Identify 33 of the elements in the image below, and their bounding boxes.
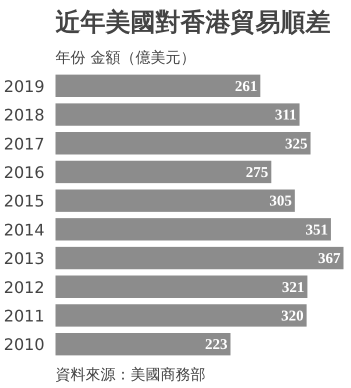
data-label: 367 <box>318 251 341 268</box>
data-label: 311 <box>274 108 297 124</box>
bar <box>56 132 311 154</box>
y-tick-label: 2011 <box>4 306 44 326</box>
y-tick-label: 2014 <box>4 220 44 240</box>
bar <box>56 103 300 126</box>
chart-title: 近年美國對香港貿易順差 <box>56 8 330 36</box>
bar <box>56 74 260 98</box>
data-label: 325 <box>285 136 308 152</box>
bar <box>56 276 308 298</box>
y-tick-label: 2019 <box>4 76 44 96</box>
bar <box>56 304 307 327</box>
data-label: 320 <box>281 308 304 324</box>
bar <box>56 332 230 356</box>
y-tick-label: 2017 <box>4 134 44 154</box>
data-label: 305 <box>269 194 292 210</box>
data-label: 261 <box>234 78 258 95</box>
y-tick-label: 2015 <box>4 192 44 211</box>
data-label: 223 <box>204 337 228 354</box>
chart-subtitle: 年份 金額（億美元） <box>56 48 196 66</box>
bar <box>56 189 295 212</box>
y-tick-label: 2013 <box>4 249 44 268</box>
bar <box>56 246 344 270</box>
bar <box>56 218 331 241</box>
source-note: 資料來源：美國商務部 <box>56 366 206 384</box>
data-label: 275 <box>246 164 268 181</box>
data-label: 321 <box>282 280 304 296</box>
bar <box>56 160 272 184</box>
y-tick-label: 2016 <box>4 162 44 182</box>
data-label: 351 <box>305 222 328 238</box>
y-tick-label: 2012 <box>4 278 44 297</box>
y-tick-label: 2018 <box>4 106 44 125</box>
y-tick-label: 2010 <box>4 335 44 354</box>
